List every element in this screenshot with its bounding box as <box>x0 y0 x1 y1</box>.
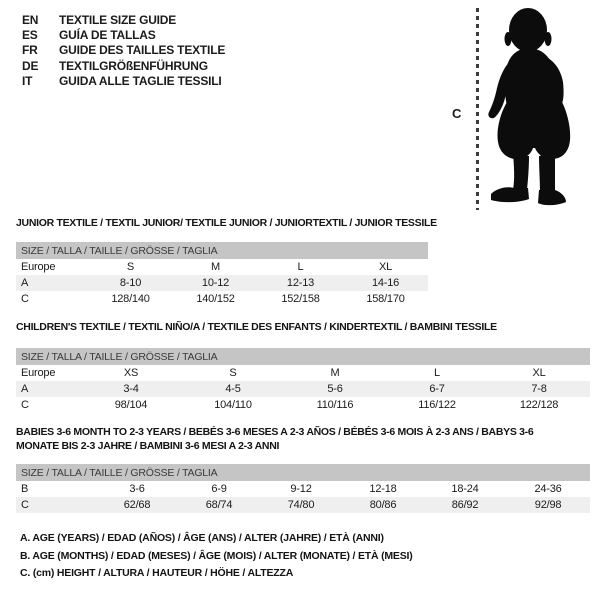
size-cell: 98/104 <box>114 399 148 411</box>
size-cell: 14-16 <box>343 275 429 291</box>
size-cell: 74/80 <box>260 497 342 513</box>
children-table-title: CHILDREN'S TEXTILE / TEXTIL NIÑO/A / TEX… <box>16 321 497 333</box>
size-cell: L <box>434 367 440 379</box>
language-label: GUIDA ALLE TAGLIE TESSILI <box>59 74 222 89</box>
language-list: EN TEXTILE SIZE GUIDE ES GUÍA DE TALLAS … <box>22 12 225 89</box>
height-label: C <box>452 106 462 121</box>
junior-table-title: JUNIOR TEXTILE / TEXTIL JUNIOR/ TEXTILE … <box>16 217 437 229</box>
row-label-cell: C <box>21 399 29 411</box>
row-label-cell: A <box>16 275 88 291</box>
size-cell: 5-6 <box>284 381 386 397</box>
language-code: ES <box>22 28 38 43</box>
size-cell: 18-24 <box>451 483 479 495</box>
size-cell: 104/110 <box>214 399 252 411</box>
size-cell: L <box>297 261 304 273</box>
table-row: Europe S M L XL <box>16 259 428 275</box>
size-cell: 3-4 <box>80 381 182 397</box>
footnote-height-cm: C. (cm) HEIGHT / ALTURA / HAUTEUR / HÖHE… <box>20 567 294 579</box>
language-code: IT <box>22 74 33 89</box>
table-row: C 128/140 140/152 152/158 158/170 <box>16 291 428 307</box>
table-row: C 98/104 104/110 110/116 116/122 122/128 <box>16 397 590 413</box>
size-cell: 86/92 <box>424 497 506 513</box>
junior-size-table: SIZE / TALLA / TAILLE / GRÖSSE / TAGLIA … <box>16 242 429 307</box>
row-label-cell: C <box>21 293 29 305</box>
size-cell: 12-18 <box>369 483 397 495</box>
size-cell: 128/140 <box>111 293 150 305</box>
table-header-band-row: SIZE / TALLA / TAILLE / GRÖSSE / TAGLIA <box>16 348 591 365</box>
size-cell: 7-8 <box>488 381 591 397</box>
babies-table-title: BABIES 3-6 MONTH TO 2-3 YEARS / BEBÉS 3-… <box>16 426 534 452</box>
size-cell: 152/158 <box>281 293 320 305</box>
table-row: C 62/68 68/74 74/80 80/86 86/92 92/98 <box>16 497 591 513</box>
table-row: Europe XS S M L XL <box>16 365 590 381</box>
language-code: EN <box>22 12 39 27</box>
size-header-band: SIZE / TALLA / TAILLE / GRÖSSE / TAGLIA <box>16 348 591 365</box>
language-row: IT GUIDA ALLE TAGLIE TESSILI <box>22 74 225 89</box>
footnote-age-years: A. AGE (YEARS) / EDAD (AÑOS) / ÂGE (ANS)… <box>20 532 384 544</box>
row-label-cell: A <box>16 381 80 397</box>
size-cell: 9-12 <box>290 483 312 495</box>
language-row: DE TEXTILGRÖßENFÜHRUNG <box>22 58 225 73</box>
size-cell: 122/128 <box>519 399 559 411</box>
children-size-table: SIZE / TALLA / TAILLE / GRÖSSE / TAGLIA … <box>16 348 591 413</box>
language-row: FR GUIDE DES TAILLES TEXTILE <box>22 43 225 58</box>
table-header-band-row: SIZE / TALLA / TAILLE / GRÖSSE / TAGLIA <box>16 464 591 481</box>
size-cell: 6-7 <box>386 381 488 397</box>
row-label-cell: Europe <box>21 261 56 273</box>
row-label-cell: Europe <box>21 367 56 379</box>
table-header-band-row: SIZE / TALLA / TAILLE / GRÖSSE / TAGLIA <box>16 242 429 259</box>
height-measure-line <box>476 8 479 210</box>
size-cell: 12-13 <box>258 275 343 291</box>
size-header-band: SIZE / TALLA / TAILLE / GRÖSSE / TAGLIA <box>16 464 591 481</box>
size-cell: 4-5 <box>182 381 284 397</box>
row-label-cell: B <box>21 483 29 495</box>
table-row: A 8-10 10-12 12-13 14-16 <box>16 275 429 291</box>
row-label-cell: C <box>16 497 96 513</box>
table-row: A 3-4 4-5 5-6 6-7 7-8 <box>16 381 591 397</box>
size-cell: XL <box>532 367 546 379</box>
size-cell: 62/68 <box>96 497 178 513</box>
language-label: GUIDE DES TAILLES TEXTILE <box>59 43 226 58</box>
size-cell: 8-10 <box>88 275 173 291</box>
size-cell: M <box>330 367 340 379</box>
language-row: EN TEXTILE SIZE GUIDE <box>22 12 225 27</box>
size-cell: 110/116 <box>316 399 354 411</box>
baby-silhouette-icon <box>488 8 571 206</box>
size-cell: 140/152 <box>196 293 235 305</box>
babies-size-table: SIZE / TALLA / TAILLE / GRÖSSE / TAGLIA … <box>16 464 591 513</box>
size-cell: 3-6 <box>129 483 145 495</box>
size-cell: XL <box>378 261 393 273</box>
size-cell: M <box>211 261 220 273</box>
size-cell: 6-9 <box>211 483 227 495</box>
language-label: TEXTILE SIZE GUIDE <box>59 12 177 27</box>
size-cell: 158/170 <box>366 293 405 305</box>
size-cell: 116/122 <box>418 399 456 411</box>
size-cell: XS <box>123 367 139 379</box>
size-header-band: SIZE / TALLA / TAILLE / GRÖSSE / TAGLIA <box>16 242 429 259</box>
footnotes: A. AGE (YEARS) / EDAD (AÑOS) / ÂGE (ANS)… <box>20 530 413 583</box>
size-cell: 80/86 <box>342 497 424 513</box>
size-cell: S <box>229 367 237 379</box>
size-cell: 92/98 <box>506 497 591 513</box>
language-code: FR <box>22 43 38 58</box>
language-label: TEXTILGRÖßENFÜHRUNG <box>59 58 208 73</box>
size-cell: 24-36 <box>534 483 562 495</box>
size-cell: S <box>126 261 135 273</box>
footnote-age-months: B. AGE (MONTHS) / EDAD (MESES) / ÂGE (MO… <box>20 549 413 562</box>
language-label: GUÍA DE TALLAS <box>59 28 156 43</box>
table-row: B 3-6 6-9 9-12 12-18 18-24 24-36 <box>16 481 590 497</box>
size-cell: 68/74 <box>178 497 260 513</box>
language-row: ES GUÍA DE TALLAS <box>22 27 225 42</box>
size-cell: 10-12 <box>173 275 258 291</box>
language-code: DE <box>22 58 39 73</box>
